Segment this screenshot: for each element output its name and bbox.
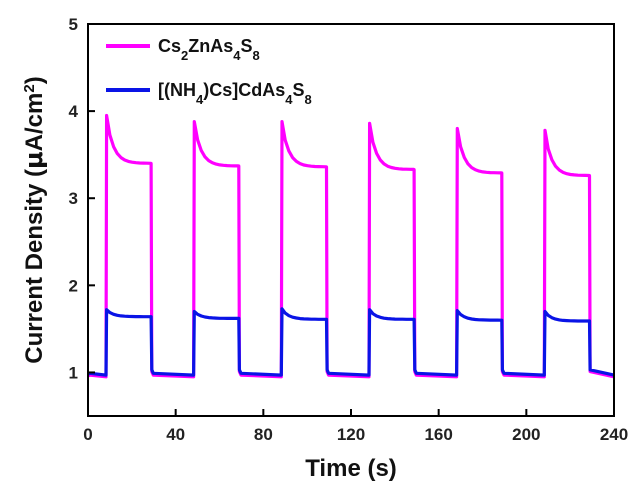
x-tick-label: 120 (337, 425, 365, 444)
y-tick-label: 1 (69, 363, 78, 382)
y-tick-label: 4 (69, 102, 79, 121)
ticks-layer: 0 40 80 120 160 200 240 1 2 3 4 5 (69, 15, 629, 444)
y-tick-label: 5 (69, 15, 78, 34)
series-line-1 (87, 307, 615, 377)
x-tick-label: 200 (512, 425, 540, 444)
legend-label-0: Cs2ZnAs4S8 (158, 36, 260, 63)
x-tick-label: 240 (600, 425, 628, 444)
x-tick-label: 80 (254, 425, 273, 444)
y-tick-label: 2 (69, 276, 78, 295)
x-tick-label: 40 (166, 425, 185, 444)
y-axis-title: Current Density (μA/cm2) (20, 76, 48, 363)
series-layer (87, 113, 615, 379)
x-tick-label: 0 (83, 425, 92, 444)
legend-label-1: [(NH4)Cs]CdAs4S8 (158, 80, 312, 107)
series-line-0 (87, 113, 615, 379)
y-tick-label: 3 (69, 189, 78, 208)
legend: Cs2ZnAs4S8 [(NH4)Cs]CdAs4S8 (106, 36, 312, 107)
x-axis-title: Time (s) (305, 455, 397, 482)
x-tick-label: 160 (424, 425, 452, 444)
